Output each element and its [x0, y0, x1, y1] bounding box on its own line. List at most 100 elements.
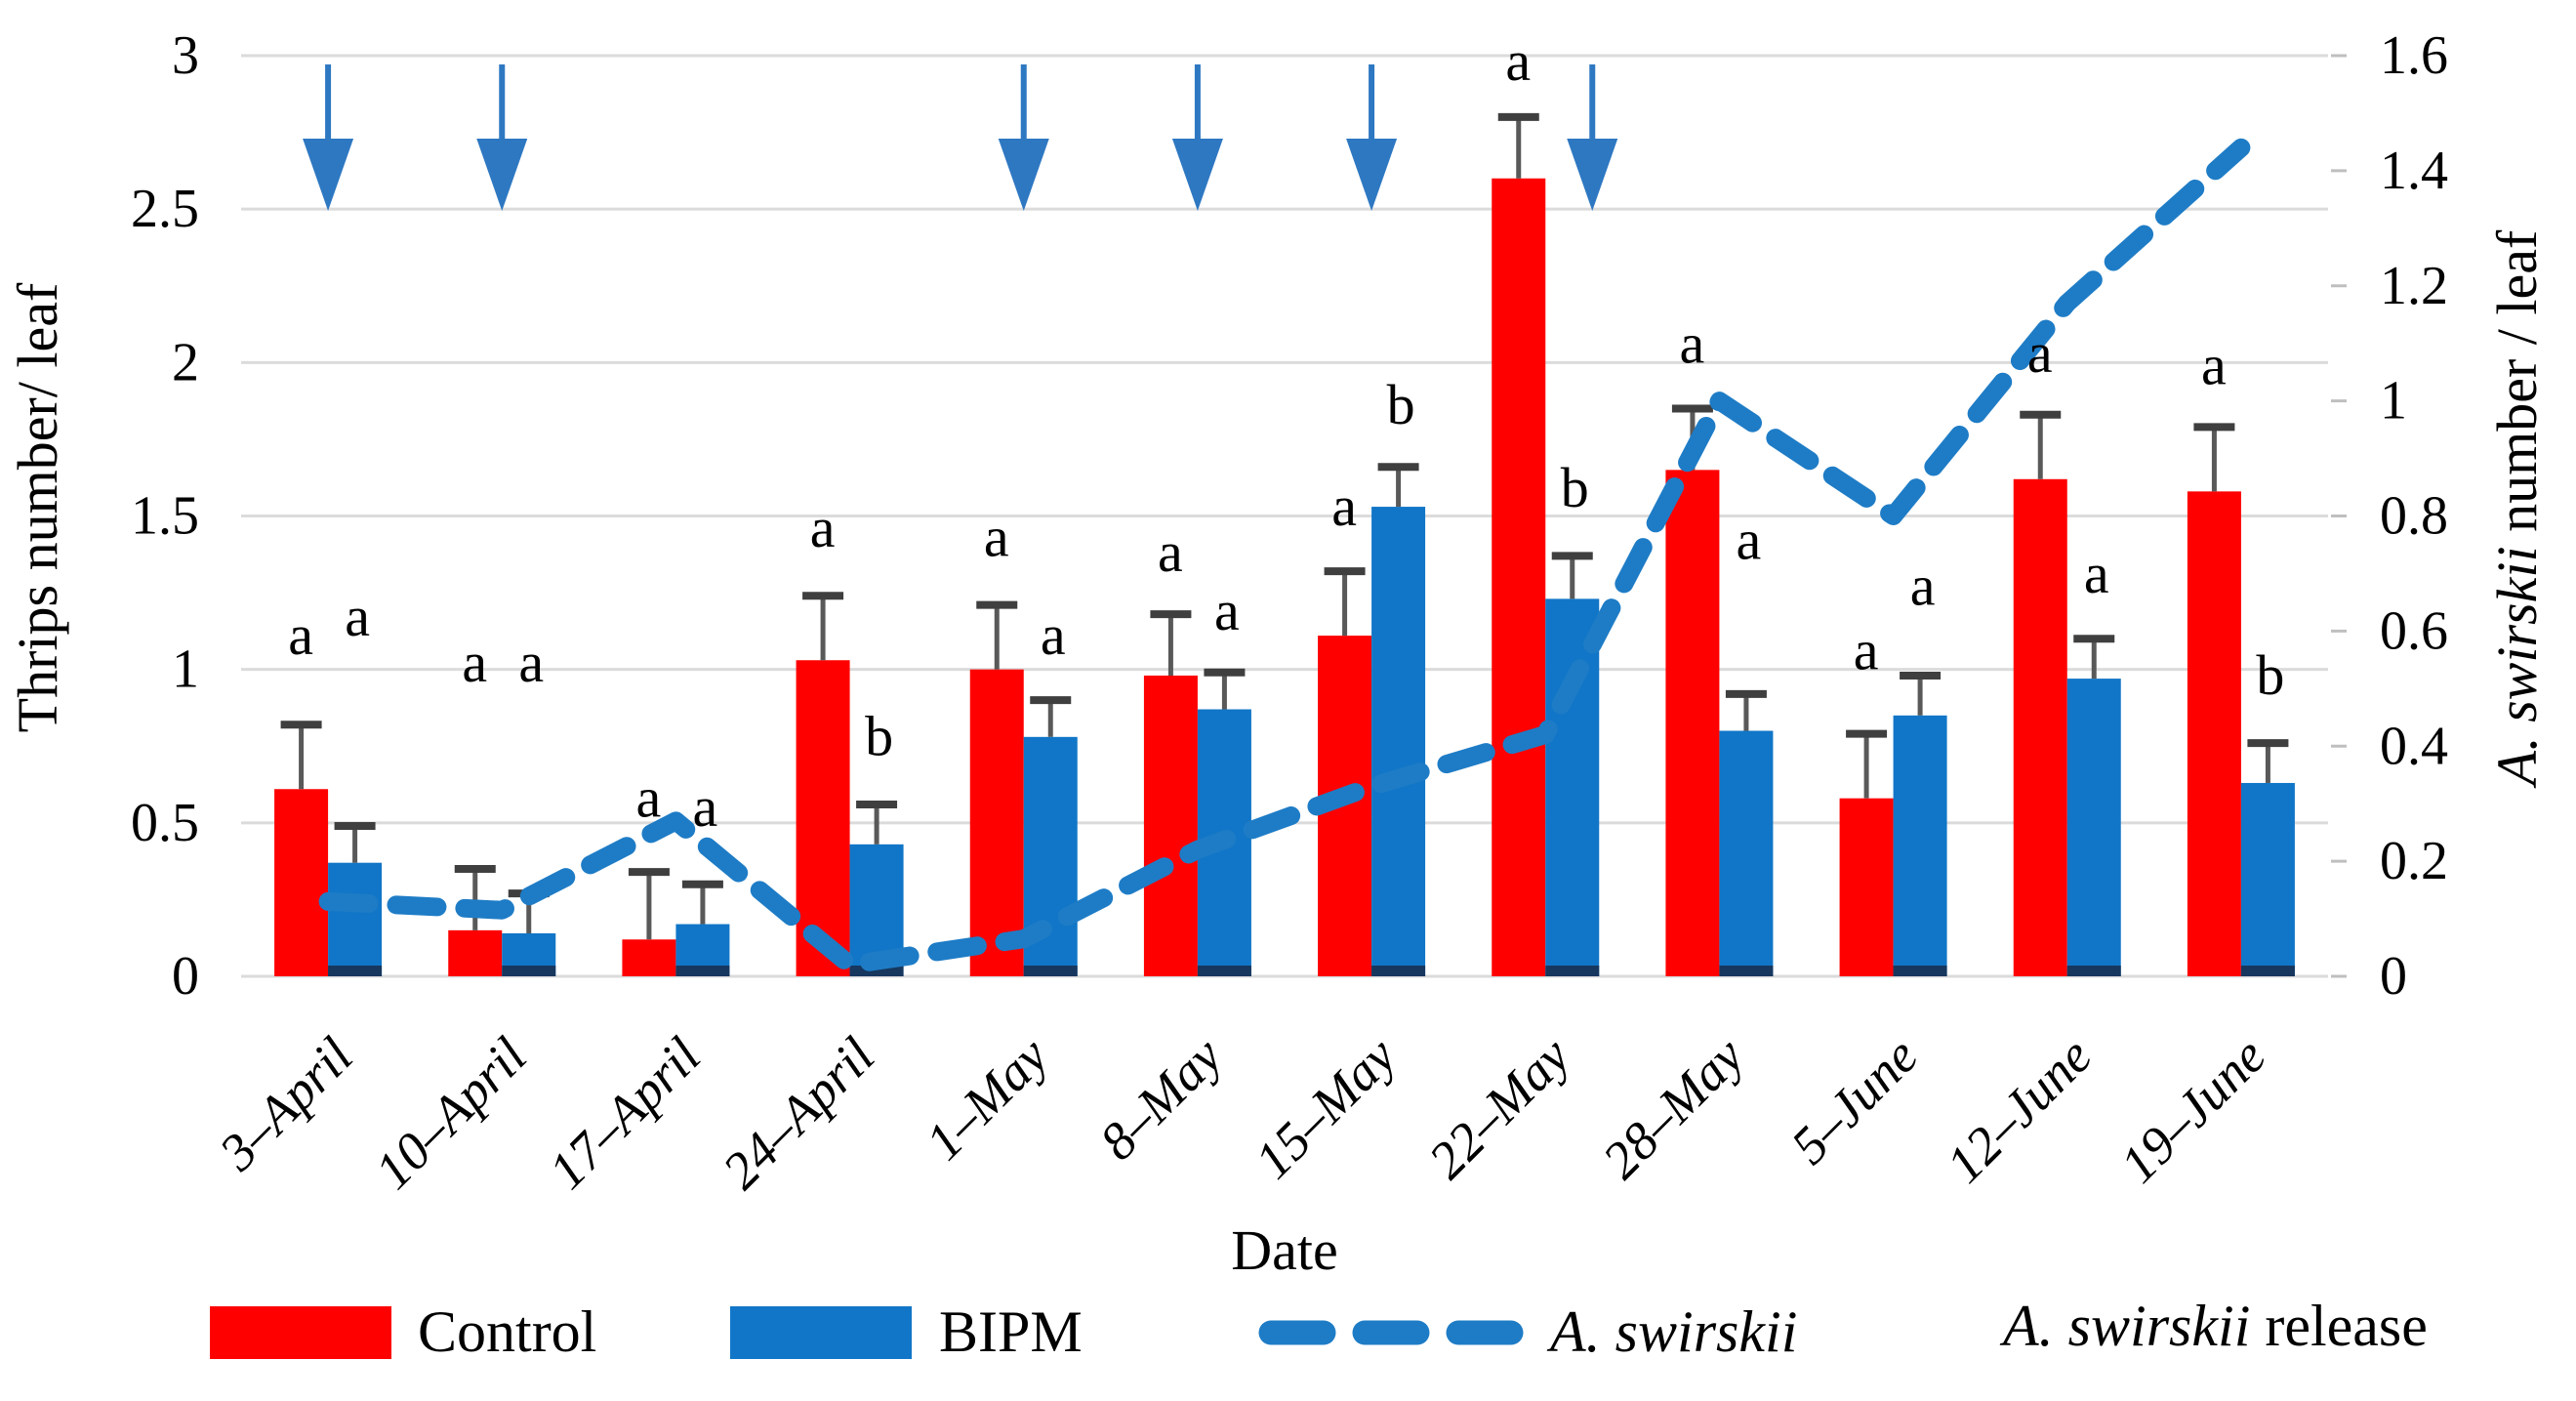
bipm-bar-28–May	[1719, 730, 1774, 976]
release-arrow-head	[303, 139, 354, 211]
right-axis-tick: 0	[2380, 946, 2407, 1007]
right-axis-title: A. swirskii number / leaf	[2485, 229, 2549, 789]
significance-letter: a	[462, 631, 487, 694]
left-axis-tick: 2	[172, 332, 199, 392]
legend-control-swatch	[210, 1306, 391, 1359]
bipm-bar-base	[2240, 966, 2295, 976]
significance-letter: a	[345, 585, 370, 648]
right-axis-tick: 0.2	[2380, 831, 2448, 891]
significance-letter: a	[518, 631, 544, 694]
control-bar-24–April	[796, 660, 850, 976]
right-axis-tick: 0.6	[2380, 600, 2448, 661]
left-axis-tick: 1	[172, 639, 199, 700]
significance-letter: a	[1214, 579, 1240, 642]
significance-letter: a	[810, 496, 836, 559]
left-axis-tick: 2.5	[131, 179, 199, 239]
bipm-bar-22–May	[1545, 598, 1600, 976]
right-axis-tick: 1.6	[2380, 25, 2448, 86]
significance-letter: a	[1041, 603, 1066, 667]
bipm-bar-base	[1023, 966, 1078, 976]
control-bar-8–May	[1143, 675, 1198, 976]
control-bar-17–April	[622, 939, 676, 976]
significance-letter: a	[636, 766, 662, 830]
x-tick-label: 28–May	[1591, 1026, 1755, 1190]
significance-letter: a	[1331, 474, 1357, 538]
bipm-bar-15–May	[1371, 507, 1426, 976]
right-axis-tick: 1	[2380, 371, 2407, 432]
x-tick-label: 15–May	[1244, 1026, 1408, 1190]
bipm-bar-base	[1545, 966, 1600, 976]
significance-letter: a	[984, 505, 1009, 568]
significance-letter: a	[1505, 29, 1531, 93]
release-arrow-head	[1567, 139, 1618, 211]
bipm-bar-base	[502, 966, 556, 976]
x-tick-label: 3–April	[208, 1026, 364, 1182]
bipm-bar-base	[675, 966, 730, 976]
control-bar-10–April	[448, 929, 503, 976]
release-arrow-head	[476, 139, 528, 211]
control-bar-3–April	[274, 789, 329, 976]
left-axis-title: Thrips number/ leaf	[6, 282, 69, 732]
control-bar-1–May	[969, 669, 1024, 976]
significance-letter: a	[1158, 520, 1183, 584]
bipm-bar-base	[328, 966, 383, 976]
left-axis-tick: 1.5	[131, 486, 199, 547]
significance-letter: b	[1387, 373, 1415, 436]
bipm-bar-19–June	[2240, 782, 2295, 976]
significance-letter: a	[1680, 311, 1705, 375]
x-tick-label: 1–May	[915, 1026, 1059, 1171]
significance-letter: a	[288, 603, 313, 667]
significance-letter: a	[1737, 509, 1762, 572]
release-arrow-head	[1346, 139, 1398, 211]
right-axis-tick: 0.4	[2380, 716, 2448, 776]
control-bar-12–June	[2013, 478, 2067, 976]
right-axis-title-rest: number / leaf	[2485, 229, 2549, 546]
control-bar-22–May	[1492, 178, 1546, 976]
x-tick-label: 10–April	[364, 1026, 538, 1200]
bipm-bar-base	[1197, 966, 1251, 976]
bipm-bar-base	[1371, 966, 1426, 976]
x-axis-title: Date	[1231, 1218, 1338, 1282]
control-bar-28–May	[1665, 470, 1720, 977]
x-tick-label: 17–April	[538, 1026, 712, 1200]
legend-control-label: Control	[418, 1299, 596, 1364]
legend-bipm-label: BIPM	[939, 1299, 1083, 1364]
bipm-bar-base	[1893, 966, 1947, 976]
bipm-bar-12–June	[2066, 679, 2121, 976]
left-axis-tick: 3	[172, 25, 199, 86]
significance-letter: a	[2201, 333, 2227, 396]
control-bar-19–June	[2187, 491, 2241, 976]
legend-bipm-swatch	[730, 1306, 912, 1359]
bipm-bar-5–June	[1893, 715, 1947, 976]
bipm-bar-3–April	[328, 862, 383, 976]
significance-letter: a	[2084, 542, 2109, 605]
left-axis-tick: 0	[172, 946, 199, 1007]
left-axis-tick: 0.5	[131, 793, 199, 853]
release-legend-label: A. swirskii release	[1999, 1294, 2428, 1358]
x-tick-label: 8–May	[1088, 1026, 1233, 1171]
significance-letter: b	[2256, 643, 2284, 707]
bipm-bar-base	[1719, 966, 1774, 976]
release-arrow-head	[1171, 139, 1223, 211]
significance-letter: a	[2027, 321, 2053, 385]
right-axis-tick: 0.8	[2380, 486, 2448, 547]
right-axis-title-species: A. swirskii	[2485, 546, 2549, 789]
significance-letter: a	[693, 775, 718, 839]
release-arrow-head	[998, 139, 1049, 211]
control-bar-5–June	[1839, 798, 1894, 976]
x-tick-label: 24–April	[712, 1026, 885, 1200]
swirskii-line	[318, 138, 2251, 974]
significance-letter: a	[1910, 555, 1936, 618]
right-axis-tick: 1.4	[2380, 141, 2448, 201]
significance-letter: b	[865, 705, 893, 768]
x-tick-label: 19–June	[2109, 1026, 2277, 1194]
x-tick-label: 22–May	[1417, 1026, 1581, 1190]
bipm-bar-base	[849, 966, 904, 976]
legend-line-label: A. swirskii	[1546, 1299, 1797, 1364]
release-legend-species: A. swirskii	[1999, 1294, 2250, 1358]
significance-letter: a	[1854, 619, 1879, 682]
release-legend-rest: release	[2250, 1294, 2428, 1358]
x-tick-label: 5–June	[1779, 1026, 1929, 1175]
